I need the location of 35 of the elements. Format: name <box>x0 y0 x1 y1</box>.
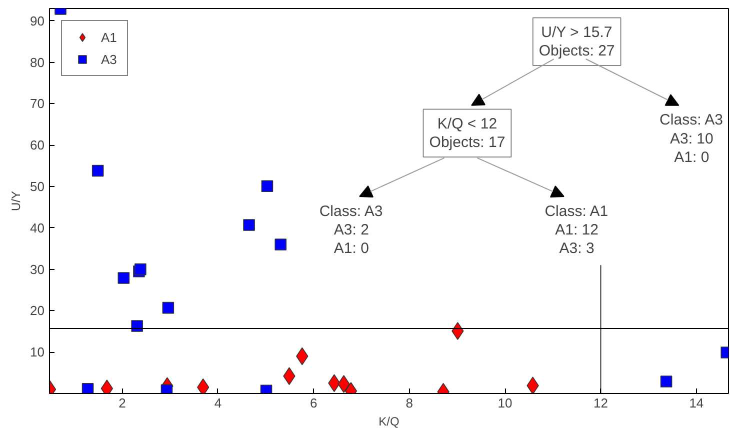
point <box>243 219 255 231</box>
annotation: Class: A3 A3: 10 A1: 0 <box>660 112 723 166</box>
y-tick-label: 80 <box>30 54 45 70</box>
x-axis-title: K/Q <box>378 414 400 428</box>
y-tick-label: 70 <box>30 96 45 112</box>
y-tick-label: 20 <box>30 303 45 318</box>
point <box>118 272 130 284</box>
y-tick-label: 50 <box>30 179 45 194</box>
x-tick-label: 14 <box>689 396 704 410</box>
annotation: Class: A3 A3: 2 A1: 0 <box>319 202 383 258</box>
point <box>131 320 143 332</box>
y-axis-title: U/Y <box>9 190 24 211</box>
annotation: Class: A1 A1: 12 A3: 3 <box>544 202 608 258</box>
y-tick-label: 10 <box>30 344 45 360</box>
point <box>261 180 274 192</box>
y-tick-label: 40 <box>30 220 45 236</box>
point <box>82 383 94 394</box>
point <box>526 376 539 394</box>
x-tick-label: 2 <box>118 396 126 410</box>
y-tick-label: 90 <box>30 13 45 28</box>
x-tick-label: 12 <box>594 396 608 410</box>
y-tick-label: 60 <box>30 138 45 153</box>
annotation: K/Q < 12 Objects: 17 <box>429 115 506 151</box>
point <box>274 238 287 250</box>
legend-label: A3 <box>101 52 118 66</box>
x-tick-label: 8 <box>406 396 413 410</box>
legend-label: A1 <box>101 30 118 44</box>
point <box>162 302 174 314</box>
x-tick-label: 4 <box>214 396 222 410</box>
point <box>660 376 672 388</box>
x-tick-label: 10 <box>498 396 512 410</box>
y-tick-label: 30 <box>30 262 45 277</box>
annotation: U/Y > 15.7 Objects: 27 <box>538 24 615 60</box>
x-tick-label: 6 <box>310 396 318 410</box>
point <box>92 164 104 177</box>
